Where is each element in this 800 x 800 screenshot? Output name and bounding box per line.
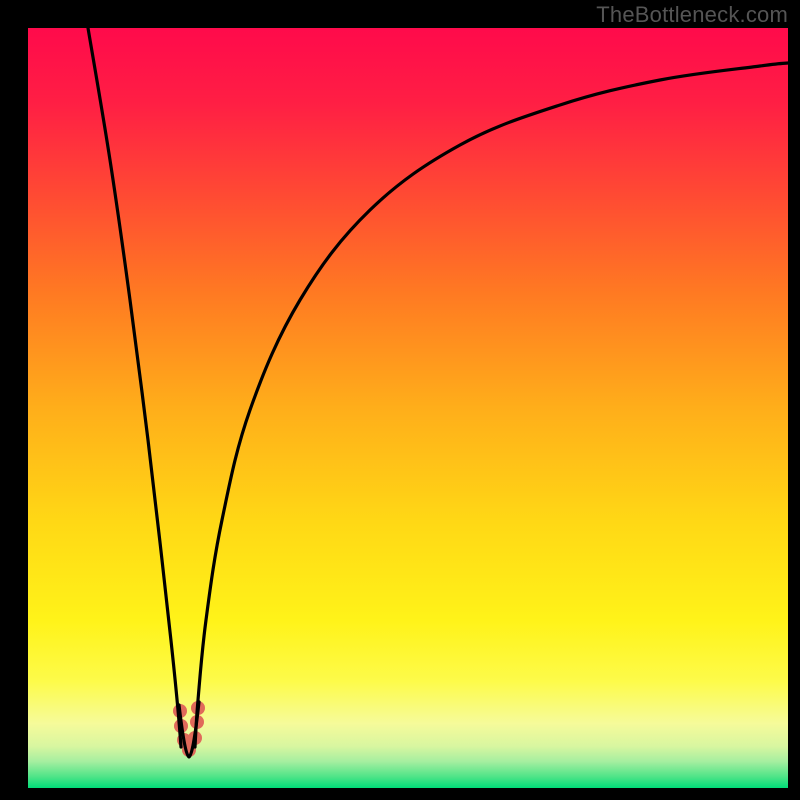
- chart-stage: TheBottleneck.com: [0, 0, 800, 800]
- watermark-text: TheBottleneck.com: [596, 2, 788, 28]
- bottleneck-chart: [0, 0, 800, 800]
- gradient-plot-area: [28, 28, 788, 788]
